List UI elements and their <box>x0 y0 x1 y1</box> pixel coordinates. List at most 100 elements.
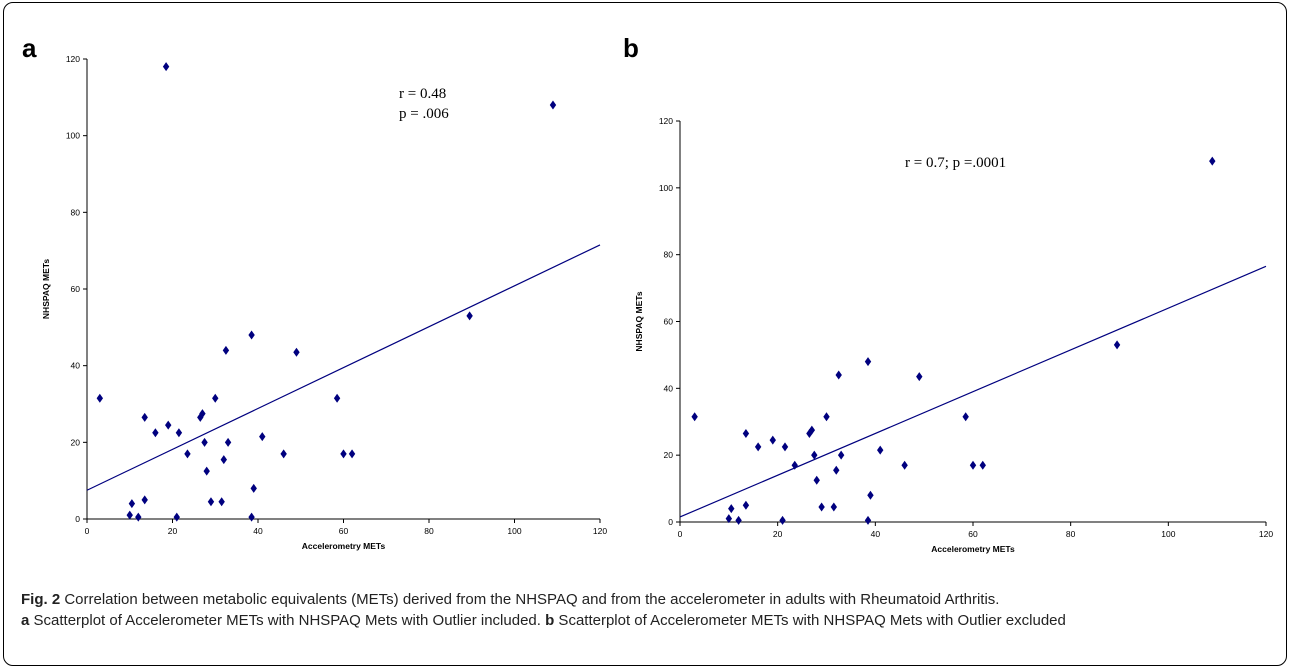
scatter-point <box>837 450 845 460</box>
scatter-point <box>1209 156 1216 166</box>
scatter-point <box>466 311 473 321</box>
x-tick-label: 0 <box>85 526 90 536</box>
scatter-point <box>135 512 142 522</box>
correlation-annotation: p = .006 <box>399 106 449 122</box>
y-tick-label: 80 <box>71 207 81 217</box>
scatter-point <box>835 370 842 380</box>
y-tick-label: 60 <box>71 284 81 294</box>
scatter-point <box>864 515 872 525</box>
scatter-point <box>218 497 225 507</box>
scatter-point <box>969 460 977 470</box>
x-tick-label: 100 <box>507 526 521 536</box>
scatter-point <box>867 490 874 500</box>
scatter-point <box>224 437 232 447</box>
scatter-point <box>126 510 133 520</box>
scatter-point <box>769 435 776 445</box>
y-tick-label: 60 <box>664 317 674 327</box>
scatter-point <box>220 455 227 465</box>
x-tick-label: 40 <box>253 526 263 536</box>
scatter-point <box>222 345 230 355</box>
scatter-point <box>962 412 969 422</box>
scatter-point <box>1113 340 1121 350</box>
scatter-point <box>175 428 183 438</box>
scatter-point <box>212 393 219 403</box>
scatter-point <box>916 372 923 382</box>
scatter-point <box>173 512 180 522</box>
scatter-point <box>259 432 266 442</box>
x-tick-label: 100 <box>1161 529 1175 539</box>
scatter-point <box>725 514 733 524</box>
panel-a-caption: Scatterplot of Accelerometer METs with N… <box>29 612 541 629</box>
x-tick-label: 20 <box>773 529 783 539</box>
x-tick-label: 60 <box>968 529 978 539</box>
figure-frame <box>3 2 1287 666</box>
scatter-point <box>754 442 762 452</box>
scatter-point <box>818 502 825 512</box>
scatter-point <box>152 428 159 438</box>
scatter-point <box>340 449 347 459</box>
y-tick-label: 40 <box>664 383 674 393</box>
fig-label: Fig. 2 <box>21 591 61 608</box>
scatter-point <box>823 412 830 422</box>
scatter-point <box>549 100 557 110</box>
scatter-point <box>207 497 215 507</box>
scatter-point <box>199 409 206 419</box>
scatter-point <box>333 393 341 403</box>
scatter-point <box>250 483 257 493</box>
panel-b-caption: Scatterplot of Accelerometer METs with N… <box>554 612 1066 629</box>
scatter-point <box>691 412 698 422</box>
scatter-point <box>728 504 735 514</box>
y-tick-label: 20 <box>664 450 674 460</box>
scatter-point <box>165 420 172 430</box>
x-tick-label: 20 <box>168 526 178 536</box>
panel-b-letter: b <box>623 33 639 63</box>
panel-b: b 0 20 40 60 80 100 120 0 20 40 60 80 100 120 Accelerom… <box>623 33 1273 554</box>
y-tick-label: 0 <box>75 514 80 524</box>
correlation-annotation: r = 0.48 <box>399 86 446 102</box>
scatter-point <box>830 502 838 512</box>
panel-a-letter: a <box>22 33 37 63</box>
scatter-point <box>791 460 798 470</box>
x-axis-title: Accelerometry METs <box>931 544 1015 554</box>
x-tick-label: 120 <box>1259 529 1273 539</box>
scatter-point <box>203 466 210 476</box>
y-tick-label: 120 <box>66 54 80 64</box>
x-tick-label: 40 <box>871 529 881 539</box>
scatter-point <box>248 330 255 340</box>
x-tick-label: 120 <box>593 526 607 536</box>
scatter-point <box>779 515 786 525</box>
fig-caption-text: Correlation between metabolic equivalent… <box>60 591 1000 608</box>
scatter-point <box>128 499 136 509</box>
scatter-point <box>742 500 750 510</box>
x-tick-label: 60 <box>339 526 349 536</box>
scatter-point <box>833 465 840 475</box>
scatter-point <box>162 62 170 72</box>
scatter-point <box>864 357 872 367</box>
figure-caption: Fig. 2 Correlation between metabolic equ… <box>21 589 1276 631</box>
y-axis-title: NHSPAQ METs <box>41 259 51 319</box>
x-tick-label: 80 <box>1066 529 1076 539</box>
x-axis-title: Accelerometry METs <box>302 541 386 551</box>
panel-b-label: b <box>545 612 555 629</box>
scatter-point <box>979 460 986 470</box>
scatter-point <box>877 445 884 455</box>
y-tick-label: 100 <box>66 131 80 141</box>
regression-line <box>86 244 601 491</box>
scatter-point <box>96 393 104 403</box>
y-tick-label: 20 <box>71 437 81 447</box>
scatter-point <box>813 475 820 485</box>
scatter-point <box>742 428 750 438</box>
scatter-point <box>280 449 287 459</box>
figure-charts: a 0 20 40 60 80 100 120 0 20 40 60 80 100 120 Accelerom… <box>22 33 1273 554</box>
y-tick-label: 80 <box>664 250 674 260</box>
scatter-point <box>141 495 148 505</box>
scatter-point <box>184 449 191 459</box>
correlation-annotation: r = 0.7; p =.0001 <box>905 155 1006 171</box>
scatter-point <box>141 412 148 422</box>
scatter-point <box>781 442 789 452</box>
scatter-point <box>901 460 908 470</box>
scatter-point <box>248 512 255 522</box>
y-tick-label: 40 <box>71 361 81 371</box>
panel-a: a 0 20 40 60 80 100 120 0 20 40 60 80 100 120 Accelerom… <box>22 33 607 551</box>
x-tick-label: 0 <box>678 529 683 539</box>
